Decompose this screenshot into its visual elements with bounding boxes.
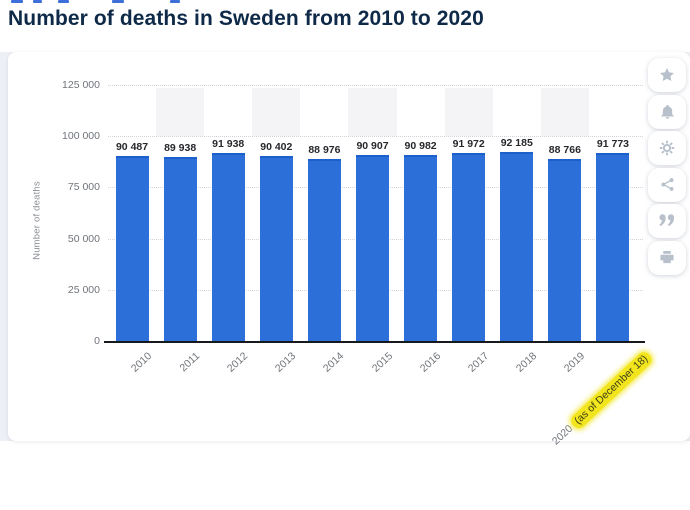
chart-card: Number of deaths 0 25 000 50 000 75 000 100 … <box>8 52 690 447</box>
bar-value-label: 88 976 <box>308 143 341 156</box>
x-axis-tick-label: 2011 <box>177 350 203 375</box>
notifications-button[interactable] <box>648 94 686 129</box>
bar-2013[interactable] <box>259 155 293 341</box>
bar-value-label: 91 938 <box>212 137 245 150</box>
y-axis-title: Number of deaths <box>31 181 43 260</box>
bar-value-label: 88 766 <box>548 144 581 157</box>
clipped-link-fragment <box>170 0 180 3</box>
bar-2016[interactable] <box>404 154 438 341</box>
column-stripe <box>444 88 493 136</box>
share-button[interactable] <box>648 167 686 202</box>
bar-value-label: 91 972 <box>452 137 485 150</box>
x-axis-line <box>104 341 645 343</box>
favorite-button[interactable] <box>648 58 686 92</box>
settings-button[interactable] <box>648 131 686 165</box>
clipped-link-fragment <box>58 0 69 3</box>
page-title: Number of deaths in Sweden from 2010 to … <box>8 7 484 30</box>
gridline <box>108 136 643 138</box>
y-axis-tick-label: 0 <box>94 335 100 347</box>
bar-value-label: 90 907 <box>356 139 389 152</box>
bar-value-label: 90 982 <box>404 139 437 152</box>
bar-2010[interactable] <box>115 155 149 341</box>
bar-2012[interactable] <box>211 152 245 341</box>
bar-value-label: 90 402 <box>260 140 293 153</box>
clipped-link-fragment <box>33 0 42 3</box>
quote-icon <box>659 214 675 228</box>
bar-2017[interactable] <box>452 152 486 341</box>
x-axis-tick-label: 2016 <box>417 350 443 375</box>
page-header: Number of deaths in Sweden from 2010 to … <box>0 0 690 52</box>
bar-2014[interactable] <box>307 158 341 341</box>
y-axis-tick-label: 50 000 <box>67 232 100 245</box>
bell-icon <box>660 104 675 120</box>
y-axis-tick-label: 25 000 <box>67 283 100 296</box>
column-stripe <box>252 88 301 136</box>
gear-icon <box>659 140 675 156</box>
clipped-link-fragment <box>11 0 23 3</box>
share-icon <box>660 177 675 192</box>
print-button[interactable] <box>648 240 686 275</box>
bar-2020[interactable] <box>596 153 630 341</box>
bar-2011[interactable] <box>163 156 197 341</box>
x-axis-tick-label: 2017 <box>465 350 491 375</box>
gridline <box>108 85 643 86</box>
x-axis-tick-label: 2012 <box>225 350 251 375</box>
star-icon <box>659 67 675 83</box>
bar-2015[interactable] <box>356 154 389 341</box>
bar-value-label: 91 773 <box>596 138 630 151</box>
y-axis-tick-label: 75 000 <box>67 181 100 194</box>
cite-button[interactable] <box>648 204 686 238</box>
column-stripe <box>156 88 205 136</box>
bar-value-label: 90 487 <box>115 140 149 153</box>
column-stripe <box>540 88 589 136</box>
y-axis-tick-label: 100 000 <box>62 130 100 143</box>
x-axis-tick-label: 2010 <box>128 350 155 375</box>
column-stripe <box>348 88 397 136</box>
bar-2019[interactable] <box>548 159 582 341</box>
x-axis-tick-label: 2013 <box>273 350 299 375</box>
print-icon <box>659 250 675 265</box>
clipped-link-fragment <box>112 0 124 3</box>
bar-2018[interactable] <box>500 152 534 341</box>
bar-value-label: 92 185 <box>500 137 533 150</box>
bar-value-label: 89 938 <box>164 141 197 154</box>
y-axis-tick-label: 125 000 <box>62 79 100 91</box>
